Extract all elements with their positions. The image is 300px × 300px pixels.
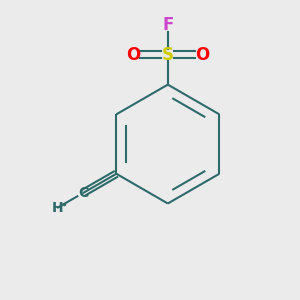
Text: O: O [195,46,209,64]
Text: C: C [78,186,88,200]
Text: S: S [162,46,174,64]
Text: O: O [127,46,141,64]
Text: H: H [51,201,63,215]
Text: F: F [162,16,173,34]
